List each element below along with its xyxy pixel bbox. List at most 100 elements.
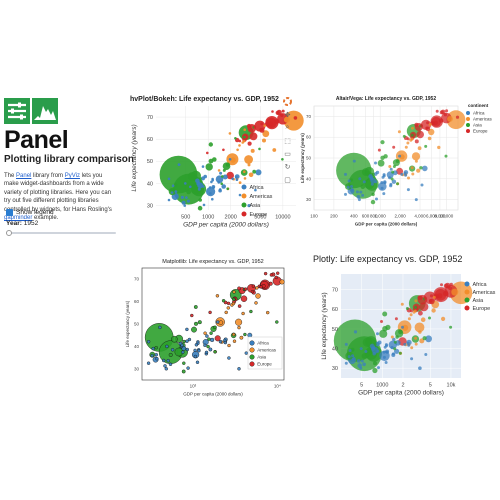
legend-marker	[466, 129, 470, 133]
data-point	[220, 182, 223, 185]
chart-title: hvPlot/Bokeh: Life expectancy vs. GDP, 1…	[130, 96, 279, 103]
data-point	[202, 203, 206, 207]
x-tick-label: 8,000	[434, 214, 446, 219]
data-point	[205, 334, 209, 338]
data-point	[218, 188, 222, 191]
x-tick-label: 10³	[190, 384, 197, 389]
data-point	[409, 309, 413, 313]
data-point	[187, 337, 192, 342]
data-point	[398, 351, 402, 355]
data-point	[377, 366, 380, 370]
data-point	[380, 320, 383, 323]
data-point	[377, 340, 382, 345]
data-point	[395, 159, 400, 163]
data-point	[208, 186, 212, 189]
data-point	[237, 304, 242, 308]
data-point	[414, 139, 419, 144]
data-point	[451, 288, 459, 296]
data-point	[151, 346, 155, 351]
data-point	[356, 359, 361, 363]
pyviz-link[interactable]: PyViz	[64, 173, 80, 179]
data-point	[238, 181, 242, 184]
data-point	[279, 279, 285, 285]
data-point	[163, 364, 167, 368]
legend-label: Africa	[250, 185, 265, 191]
bokeh-chart[interactable]: 500 1000 2000 5000 10000 30 40 50 60 70 hvPlot/Bok…	[128, 92, 304, 242]
checkbox-icon[interactable]	[6, 209, 13, 216]
data-point	[203, 331, 207, 335]
data-point	[274, 275, 278, 280]
x-tick-label: 400	[350, 214, 358, 219]
legend-marker	[241, 184, 247, 190]
data-point	[347, 179, 351, 183]
data-point	[254, 188, 257, 192]
data-point	[198, 198, 202, 202]
data-point	[195, 360, 200, 365]
hover-icon[interactable]: ▢	[284, 176, 291, 184]
data-point	[168, 362, 173, 367]
x-axis-label: GDP per capita (2000 dollars)	[358, 390, 444, 397]
data-point	[213, 325, 217, 330]
x-tick-label: 200	[330, 214, 338, 219]
data-point	[227, 356, 231, 360]
data-point	[410, 137, 414, 141]
data-point	[221, 175, 224, 178]
zoom-icon[interactable]: ⌕	[285, 123, 290, 131]
data-point	[402, 134, 406, 138]
data-point	[235, 178, 239, 181]
pan-icon[interactable]: ✥	[284, 111, 291, 119]
data-point	[237, 286, 242, 291]
data-point	[370, 182, 374, 186]
x-tick-label: 800	[370, 214, 378, 219]
data-point	[222, 168, 226, 172]
data-point	[238, 144, 241, 147]
data-point	[247, 332, 253, 338]
reset-icon[interactable]: ↻	[284, 163, 291, 171]
data-point	[243, 287, 248, 291]
data-point	[382, 311, 388, 317]
data-point	[197, 187, 201, 191]
data-point	[344, 192, 347, 196]
show-legend-checkbox[interactable]: Show legend	[6, 209, 54, 216]
legend-title: continent	[468, 103, 489, 108]
data-point	[360, 359, 364, 363]
x-tick-label: 1000	[202, 215, 214, 221]
data-point	[432, 295, 436, 299]
data-point	[411, 152, 421, 161]
panel-link[interactable]: Panel	[16, 173, 32, 179]
y-tick-label: 60	[332, 307, 338, 313]
x-tick-label: 2,000	[394, 214, 406, 219]
data-point	[180, 343, 184, 348]
plot-frame	[141, 267, 285, 381]
data-point	[180, 195, 184, 199]
data-point	[226, 187, 229, 191]
data-point	[182, 361, 186, 365]
data-point	[244, 155, 253, 164]
slider-handle[interactable]	[6, 230, 12, 236]
data-point	[410, 133, 414, 137]
slider-track[interactable]	[6, 232, 116, 234]
legend-marker	[464, 281, 470, 287]
data-point	[234, 137, 237, 140]
data-point	[383, 181, 387, 185]
data-point	[187, 172, 196, 181]
data-point	[388, 165, 392, 168]
data-point	[442, 290, 449, 297]
data-point	[364, 350, 368, 353]
data-point	[361, 193, 365, 197]
plotly-chart[interactable]: 5 1000 2 5 10k 30 40 50 60 70 Plotly: Life expecta…	[305, 250, 498, 408]
data-point	[424, 353, 428, 356]
data-point	[439, 110, 444, 115]
data-point	[209, 337, 215, 342]
x-tick-label: 2000	[225, 215, 237, 221]
data-point	[244, 351, 249, 355]
box-zoom-icon[interactable]: ⬚	[284, 137, 291, 145]
data-point	[358, 177, 362, 181]
year-slider[interactable]	[6, 230, 116, 236]
data-point	[213, 350, 217, 354]
gapminder-link[interactable]: gapminder	[4, 215, 33, 222]
save-icon[interactable]: ▭	[284, 150, 291, 158]
data-point	[420, 317, 426, 322]
matplotlib-chart[interactable]: 10³ 10⁴ 30 40 50 60 70 Matplotlib: Life expecta…	[120, 254, 292, 404]
